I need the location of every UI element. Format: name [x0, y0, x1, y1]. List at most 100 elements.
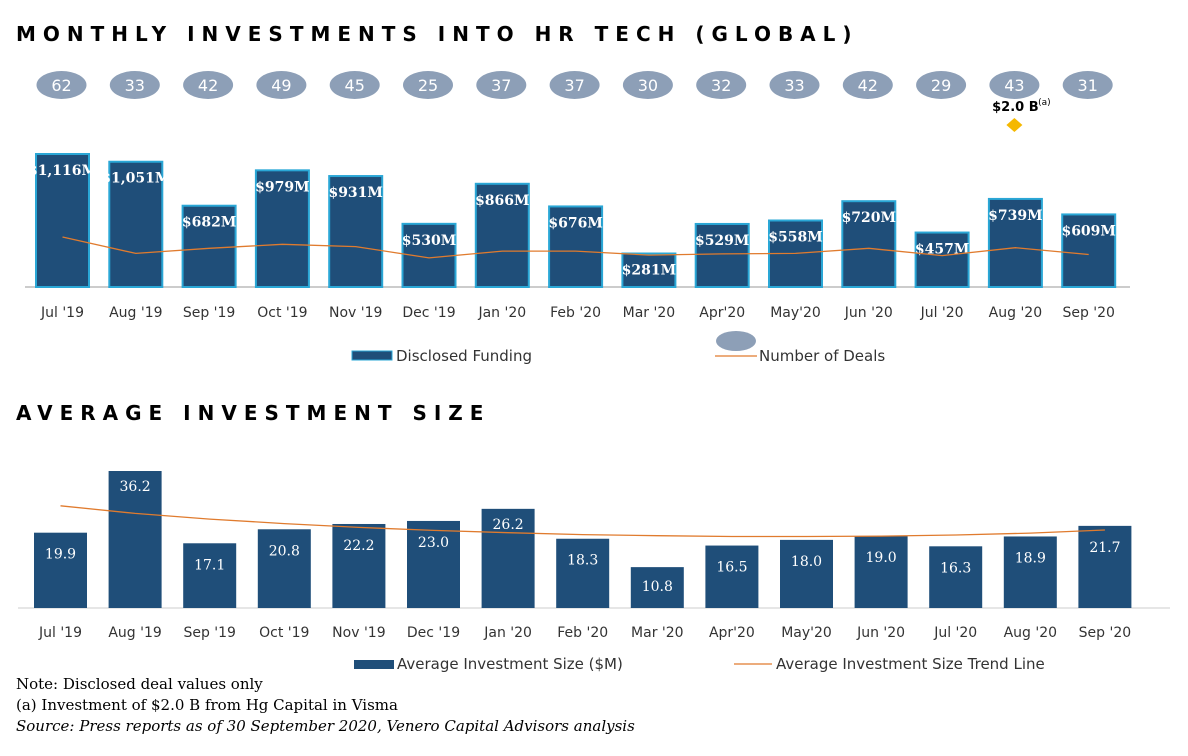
- avg-size-bar: [183, 543, 237, 608]
- deal-count-label: 62: [51, 76, 71, 95]
- avg-size-bar: [1078, 525, 1132, 608]
- chart1-title: MONTHLY INVESTMENTS INTO HR TECH (GLOBAL…: [16, 22, 859, 46]
- funding-bar: [254, 169, 310, 288]
- avg-size-bar: [556, 538, 610, 608]
- deal-count-bubble: [622, 71, 673, 99]
- funding-data-label: $979M: [255, 179, 309, 195]
- deals-line: [62, 236, 1089, 259]
- deal-count-bubble: [109, 71, 160, 99]
- funding-chart: $1,116M Jul '19 62 $1,051M Aug '19 33 $682M Sep…: [25, 71, 1130, 365]
- deal-count-label: 29: [931, 76, 951, 95]
- x-tick-label: Jan '20: [477, 305, 526, 321]
- avg-size-data-label: 17.1: [194, 557, 225, 573]
- avg-size-bar: [481, 508, 535, 608]
- avg-size-data-label: 18.3: [567, 553, 598, 569]
- funding-data-label: $739M: [988, 208, 1042, 224]
- x-tick-label: Feb '20: [550, 305, 601, 321]
- funding-data-label: $931M: [328, 185, 382, 201]
- avg-size-bar: [854, 536, 908, 608]
- avg-size-bar: [705, 545, 759, 608]
- avg-size-data-label: 18.9: [1015, 550, 1046, 566]
- avg-size-data-label: 20.8: [269, 543, 300, 559]
- x-tick-label-2: Sep '19: [183, 625, 236, 641]
- deal-count-label: 42: [198, 76, 218, 95]
- x-tick-label: Sep '20: [1062, 305, 1115, 321]
- deal-count-label: 49: [271, 76, 291, 95]
- footnote-a: (a) Investment of $2.0 B from Hg Capital…: [16, 696, 398, 714]
- avg-size-data-label: 26.2: [493, 517, 524, 533]
- funding-bar: [548, 205, 604, 288]
- avg-size-data-label: 21.7: [1089, 540, 1120, 556]
- deal-count-bubble: [329, 71, 380, 99]
- avg-size-data-label: 10.8: [642, 579, 673, 595]
- x-tick-label: Oct '19: [257, 305, 307, 321]
- legend-label-deals: Number of Deals: [759, 347, 885, 365]
- x-tick-label: Sep '19: [183, 305, 236, 321]
- deal-count-label: 33: [784, 76, 804, 95]
- deal-count-label: 37: [491, 76, 511, 95]
- deal-count-bubble: [696, 71, 747, 99]
- funding-bar: [108, 160, 164, 288]
- deal-count-label: 43: [1004, 76, 1024, 95]
- x-tick-label: Jun '20: [844, 305, 893, 321]
- funding-data-label: $281M: [622, 263, 676, 279]
- deal-count-bubble: [989, 71, 1040, 99]
- deal-count-bubble: [1062, 71, 1113, 99]
- funding-bar: [474, 182, 530, 288]
- funding-bar: [35, 153, 90, 288]
- deal-count-bubble: [403, 71, 453, 99]
- x-tick-label-2: Jul '19: [38, 625, 82, 641]
- avg-size-data-label: 16.5: [716, 560, 747, 576]
- x-tick-label-2: Dec '19: [407, 625, 460, 641]
- avg-size-bar: [1003, 536, 1057, 608]
- avg-size-data-label: 36.2: [120, 479, 151, 495]
- x-tick-label: Aug '20: [989, 305, 1042, 321]
- funding-bar: [987, 197, 1043, 288]
- funding-data-label: $1,051M: [101, 171, 170, 187]
- legend-label-avg: Average Investment Size ($M): [397, 655, 623, 673]
- x-tick-label: May'20: [770, 305, 821, 321]
- deal-count-label: 37: [564, 76, 584, 95]
- x-tick-label-2: Jun '20: [856, 625, 905, 641]
- funding-data-label: $866M: [475, 193, 529, 209]
- deal-count-label: 45: [345, 76, 365, 95]
- deal-count-bubble: [916, 71, 967, 99]
- deal-count-label: 25: [418, 76, 438, 95]
- x-tick-label: Jul '19: [40, 305, 84, 321]
- avg-size-bar: [630, 567, 684, 608]
- funding-bar: [914, 231, 970, 289]
- legend-swatch-deals-bubble: [716, 331, 756, 351]
- x-tick-label: Dec '19: [402, 305, 455, 321]
- x-tick-label-2: Jul '20: [933, 625, 977, 641]
- deal-count-bubble: [183, 71, 234, 99]
- funding-bar: [621, 252, 677, 288]
- x-tick-label: Nov '19: [329, 305, 382, 321]
- legend-swatch-avg: [354, 660, 394, 669]
- notes: Note: Disclosed deal values only (a) Inv…: [16, 674, 635, 737]
- legend-label-trend: Average Investment Size Trend Line: [776, 655, 1045, 673]
- funding-data-label: $529M: [695, 233, 749, 249]
- deal-count-label: 31: [1078, 76, 1098, 95]
- avg-size-data-label: 22.2: [343, 538, 374, 554]
- avg-size-bar: [34, 532, 87, 608]
- avg-size-data-label: 19.9: [45, 547, 76, 563]
- funding-data-label: $558M: [768, 230, 822, 246]
- deal-count-label: 30: [638, 76, 658, 95]
- deal-count-bubble: [769, 71, 820, 99]
- x-tick-label: Mar '20: [623, 305, 676, 321]
- funding-bar: [694, 222, 750, 289]
- funding-bar: [841, 200, 897, 288]
- deal-count-bubble: [549, 71, 600, 99]
- x-tick-label-2: Feb '20: [557, 625, 608, 641]
- funding-bar: [181, 204, 237, 289]
- avg-size-bar: [108, 471, 162, 608]
- avg-size-data-label: 19.0: [866, 550, 897, 566]
- deal-count-bubble: [256, 71, 307, 99]
- x-tick-label-2: Sep '20: [1079, 625, 1132, 641]
- funding-bar: [1061, 213, 1117, 288]
- avg-size-bar: [929, 546, 983, 608]
- funding-data-label: $720M: [842, 210, 896, 226]
- funding-data-label: $682M: [182, 215, 236, 231]
- funding-data-label: $676M: [548, 215, 602, 231]
